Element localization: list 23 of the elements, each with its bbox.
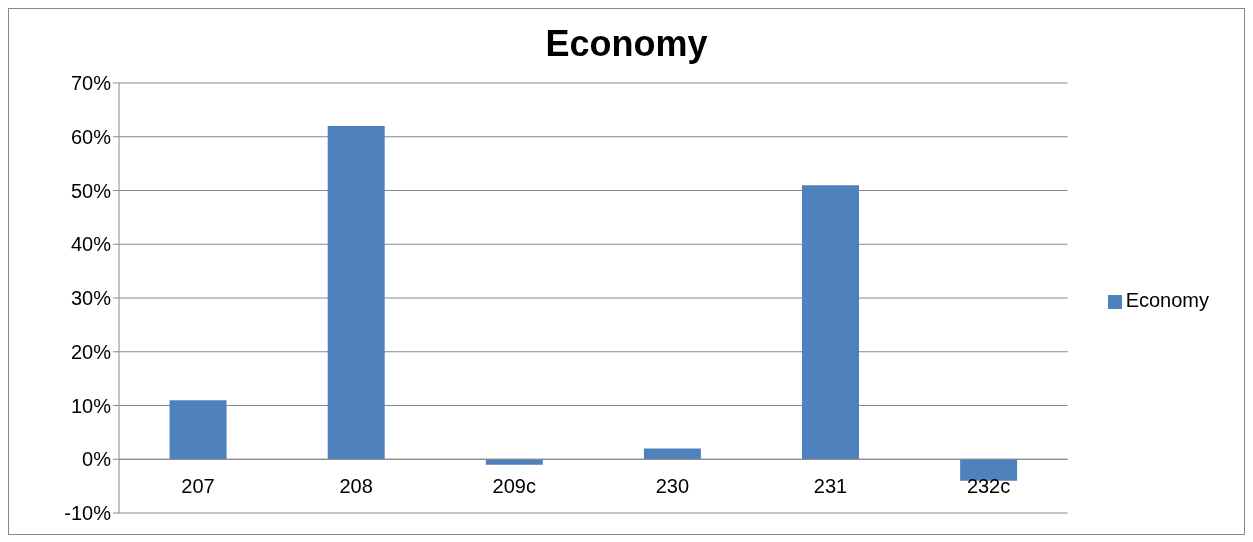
y-tick-label: 20%: [70, 340, 112, 363]
bar: [802, 185, 860, 460]
bar: [960, 459, 1018, 481]
x-tick-label: 231: [813, 475, 848, 498]
bar: [327, 126, 385, 460]
y-tick-label: 40%: [70, 233, 112, 256]
x-tick-label: 209c: [492, 475, 536, 498]
y-tick-label: 0%: [82, 448, 112, 471]
y-tick-label: 10%: [70, 394, 112, 417]
y-tick-label: 70%: [70, 72, 112, 95]
y-tick-label: -10%: [64, 502, 112, 525]
bar: [643, 448, 701, 460]
bar: [485, 459, 543, 465]
legend-label: Economy: [1125, 289, 1209, 311]
y-tick-label: 60%: [70, 125, 112, 148]
y-tick-label: 50%: [70, 179, 112, 202]
y-tick-label: 30%: [70, 287, 112, 310]
x-tick-label: 207: [181, 475, 215, 498]
x-tick-label: 230: [655, 475, 690, 498]
x-tick-label: 232c: [966, 475, 1011, 498]
x-tick-label: 208: [339, 475, 373, 498]
bar: [169, 400, 227, 460]
chart-title: Economy: [544, 23, 709, 66]
